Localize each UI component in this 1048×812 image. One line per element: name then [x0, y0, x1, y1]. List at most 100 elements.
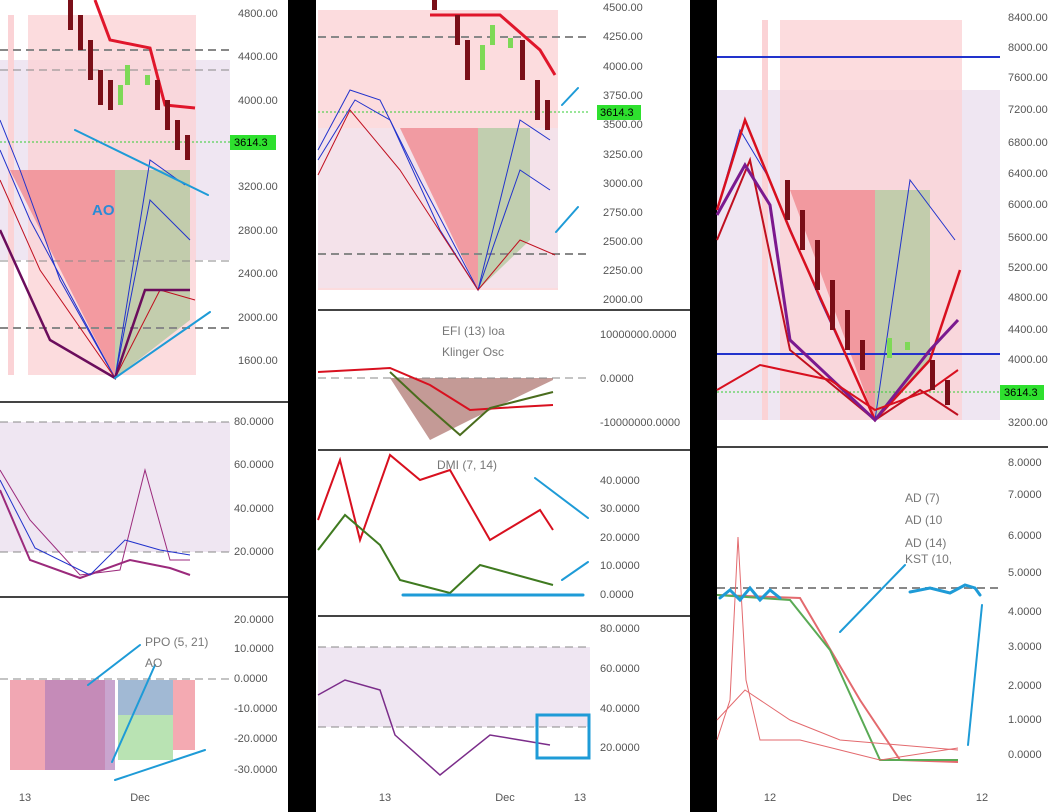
left-osc2-pane: [0, 644, 230, 781]
axis-label: 0.0000: [600, 589, 634, 601]
legend-entry: AD (7): [905, 491, 940, 505]
axis-label: 8000.00: [1008, 42, 1048, 54]
axis-label: 6000.00: [1008, 199, 1048, 211]
time-label: Dec: [892, 792, 912, 804]
axis-label: 3000.00: [603, 178, 643, 190]
axis-label: 2000.00: [603, 294, 643, 306]
axis-label: 4000.00: [603, 61, 643, 73]
axis-label: 60.0000: [600, 663, 640, 675]
time-label: Dec: [130, 792, 150, 804]
axis-label: 2750.00: [603, 207, 643, 219]
axis-label: 4500.00: [603, 2, 643, 14]
axis-label: 2800.00: [238, 225, 278, 237]
axis-label: -10.0000: [234, 703, 277, 715]
axis-label: 3200.00: [1008, 417, 1048, 429]
axis-label: 60.0000: [234, 459, 274, 471]
axis-label: 5600.00: [1008, 232, 1048, 244]
axis-label: 8400.00: [1008, 12, 1048, 24]
axis-label: 4400.00: [238, 51, 278, 63]
axis-label: 20.0000: [234, 546, 274, 558]
axis-label: 2400.00: [238, 268, 278, 280]
axis-label: 3250.00: [603, 149, 643, 161]
left-price-pane: [0, 0, 230, 380]
time-label: Dec: [495, 792, 515, 804]
price-marker: 3614.3: [600, 107, 634, 119]
axis-label: 2.0000: [1008, 680, 1042, 692]
axis-label: 5200.00: [1008, 262, 1048, 274]
axis-label: 7200.00: [1008, 104, 1048, 116]
axis-label: 6800.00: [1008, 137, 1048, 149]
legend-entry: KST (10,: [905, 552, 952, 566]
axis-label: 4250.00: [603, 31, 643, 43]
annotation: AO: [92, 202, 115, 219]
gutter: [288, 0, 316, 812]
axis-label: 2500.00: [603, 236, 643, 248]
right-price-pane: [715, 20, 1000, 423]
axis-label: 3200.00: [238, 181, 278, 193]
legend-entry: Klinger Osc: [442, 345, 504, 359]
axis-label: 40.0000: [234, 503, 274, 515]
axis-label: 10.0000: [600, 560, 640, 572]
legend-entry: AD (10: [905, 513, 943, 527]
left-osc1-pane: [0, 421, 230, 580]
legend-entry: DMI (7, 14): [437, 458, 497, 472]
axis-label: 4000.00: [1008, 354, 1048, 366]
axis-label: 8.0000: [1008, 457, 1042, 469]
legend-entry: EFI (13) loa: [442, 324, 505, 338]
axis-label: 1.0000: [1008, 714, 1042, 726]
axis-label: 80.0000: [234, 416, 274, 428]
axis-label: 4800.00: [238, 8, 278, 20]
right-osc-pane: [716, 536, 1000, 763]
axis-label: 4000.00: [238, 95, 278, 107]
time-label: 13: [379, 792, 391, 804]
axis-label: 40.0000: [600, 703, 640, 715]
axis-label: 7.0000: [1008, 489, 1042, 501]
price-marker-bg: [1000, 385, 1044, 400]
axis-label: 3500.00: [603, 119, 643, 131]
axis-label: 20.0000: [600, 532, 640, 544]
axis-label: 3.0000: [1008, 641, 1042, 653]
axis-label: 1600.00: [238, 355, 278, 367]
middle-osc1-pane: [317, 366, 590, 440]
price-marker: 3614.3: [1004, 387, 1038, 399]
axis-label: 0.0000: [1008, 749, 1042, 761]
gutter: [690, 0, 717, 812]
axis-label: -30.0000: [234, 764, 277, 776]
axis-label: 30.0000: [600, 503, 640, 515]
middle-osc3-pane: [317, 646, 591, 776]
axis-label: 6.0000: [1008, 530, 1042, 542]
price-marker-bg: [230, 135, 276, 150]
time-label: 13: [19, 792, 31, 804]
axis-label: 2000.00: [238, 312, 278, 324]
axis-label: 6400.00: [1008, 168, 1048, 180]
price-marker-bg: [597, 105, 641, 120]
price-marker: 3614.3: [234, 137, 268, 149]
axis-label: 4400.00: [1008, 324, 1048, 336]
axis-label: -10000000.0000: [600, 417, 680, 429]
axis-label: 80.0000: [600, 623, 640, 635]
axis-label: 10000000.0000: [600, 329, 676, 341]
legend-entry: AO: [145, 656, 162, 670]
time-label: 12: [976, 792, 988, 804]
middle-osc2-pane: [317, 453, 589, 597]
axis-label: 40.0000: [600, 475, 640, 487]
time-label: 13: [574, 792, 586, 804]
legend-entry: PPO (5, 21): [145, 635, 208, 649]
legend-entry: AD (14): [905, 536, 946, 550]
axis-label: 2250.00: [603, 265, 643, 277]
axis-label: 7600.00: [1008, 72, 1048, 84]
labels: AO 4800.00 4400.00 4000.00 3200.00 2800.00 24…: [19, 2, 1048, 804]
axis-label: 20.0000: [600, 742, 640, 754]
axis-label: -20.0000: [234, 733, 277, 745]
axis-label: 4.0000: [1008, 606, 1042, 618]
axis-label: 3750.00: [603, 90, 643, 102]
axis-label: 4800.00: [1008, 292, 1048, 304]
axis-label: 20.0000: [234, 614, 274, 626]
axis-label: 0.0000: [234, 673, 268, 685]
axis-label: 0.0000: [600, 373, 634, 385]
axis-label: 5.0000: [1008, 567, 1042, 579]
middle-price-pane: [317, 0, 590, 292]
axis-label: 10.0000: [234, 643, 274, 655]
time-label: 12: [764, 792, 776, 804]
